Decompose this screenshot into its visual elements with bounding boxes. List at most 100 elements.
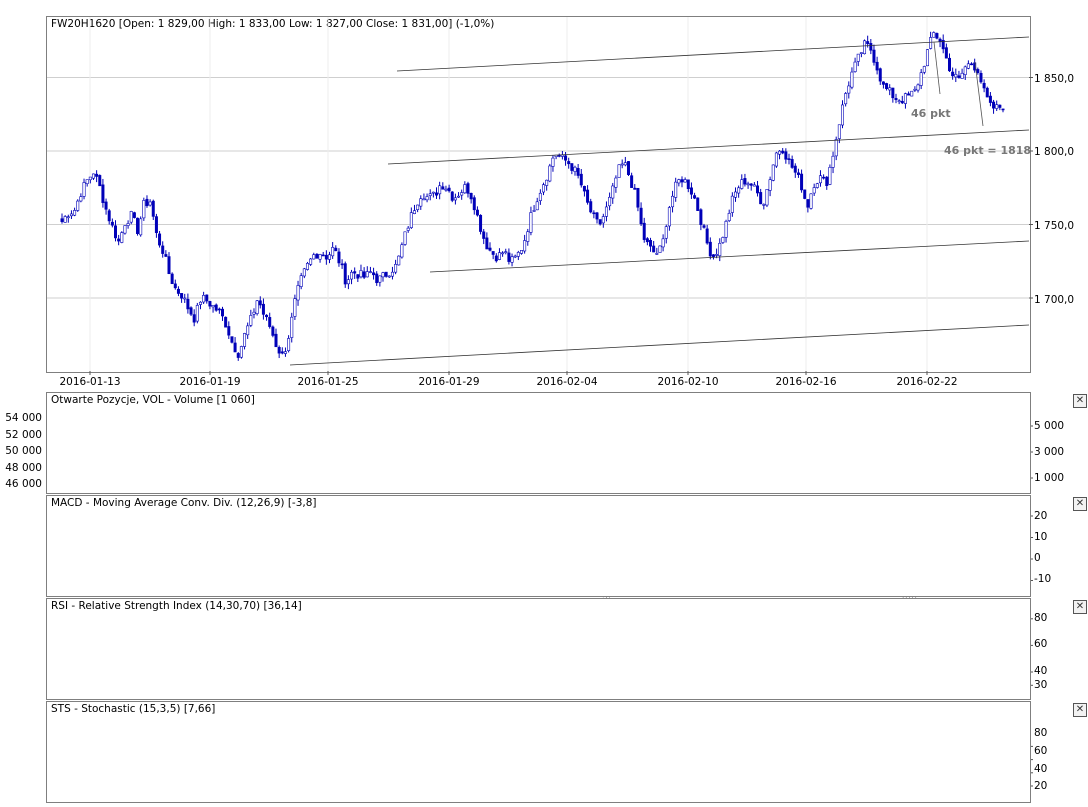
candle-body (526, 231, 530, 242)
candle-body (91, 173, 95, 179)
volume-panel[interactable]: Otwarte Pozycje, VOL - Volume [1 060] (46, 392, 1031, 494)
candle-body (900, 100, 904, 104)
candle-body (189, 307, 193, 315)
close-macd-panel-button[interactable]: ✕ (1073, 497, 1087, 511)
candle-body (976, 69, 980, 73)
candle-body (501, 252, 505, 255)
candle-body (463, 184, 467, 194)
candle-body (589, 201, 593, 213)
candle-body (954, 73, 958, 78)
candle-body (368, 271, 372, 273)
candle-body (453, 197, 457, 201)
candle-body (856, 53, 860, 62)
candle-body (878, 68, 882, 82)
candle-body (957, 75, 961, 78)
candle-body (110, 221, 114, 226)
candle-body (686, 179, 690, 190)
candle-body (759, 192, 763, 205)
candle-body (101, 184, 105, 203)
candle-body (611, 185, 615, 199)
candle-body (985, 87, 989, 98)
candle-body (173, 283, 177, 289)
candle-body (334, 247, 338, 252)
candle-body (925, 49, 929, 67)
candle-body (145, 198, 149, 207)
candle-body (834, 139, 838, 157)
candle-body (718, 243, 722, 257)
candle-body (302, 268, 306, 277)
candle-body (299, 275, 303, 287)
candle-body (142, 200, 146, 219)
rsi-panel[interactable]: RSI - Relative Strength Index (14,30,70)… (46, 598, 1031, 700)
candle-body (76, 200, 80, 211)
candle-body (353, 271, 357, 274)
candle-body (979, 72, 983, 83)
candle-body (752, 184, 756, 187)
candle-body (416, 204, 420, 210)
candle-body (390, 271, 394, 277)
candle-body (378, 275, 382, 283)
candle-body (929, 37, 933, 49)
candle-body (620, 163, 624, 166)
candle-body (897, 100, 901, 103)
candle-body (545, 179, 549, 186)
candle-body (312, 254, 316, 260)
candle-body (944, 47, 948, 59)
annotation-46pkt: 46 pkt (911, 107, 951, 120)
candle-body (551, 157, 555, 167)
candle-body (970, 63, 974, 66)
candle-body (708, 241, 712, 257)
candle-body (781, 150, 785, 154)
candle-body (504, 251, 508, 254)
candle-body (412, 210, 416, 214)
candle-body (161, 245, 165, 254)
candle-body (1001, 108, 1005, 111)
candle-body (995, 104, 999, 109)
stochastic-panel[interactable]: STS - Stochastic (15,3,5) [7,66] (46, 701, 1031, 803)
candle-body (888, 87, 892, 91)
candle-body (881, 81, 885, 85)
candle-body (671, 195, 675, 208)
candle-body (661, 238, 665, 248)
candle-body (475, 209, 479, 216)
candle-body (803, 189, 807, 199)
candle-body (951, 71, 955, 77)
candle-body (340, 263, 344, 266)
candle-body (510, 256, 514, 263)
candle-body (806, 199, 810, 208)
candle-body (343, 263, 347, 285)
candle-body (170, 273, 174, 285)
candle-body (859, 52, 863, 54)
candle-body (768, 179, 772, 191)
candle-body (730, 195, 734, 213)
candle-body (570, 163, 574, 171)
candle-body (211, 304, 215, 308)
candle-body (79, 196, 83, 202)
candle-body (271, 326, 275, 336)
date-tick-0125: 2016-01-25 (297, 376, 359, 388)
candle-body (743, 178, 747, 185)
candle-body (287, 338, 291, 351)
candle-body (460, 192, 464, 196)
macd-panel[interactable]: MACD - Moving Average Conv. Div. (12,26,… (46, 495, 1031, 597)
candle-body (192, 314, 196, 323)
date-tick-0129: 2016-01-29 (418, 376, 480, 388)
candle-body (667, 207, 671, 227)
candle-body (702, 225, 706, 228)
candle-body (224, 316, 228, 328)
candle-body (639, 207, 643, 225)
candle-body (756, 185, 760, 194)
candle-body (853, 61, 857, 72)
candle-body (645, 238, 649, 243)
candle-body (655, 253, 659, 255)
close-stochastic-panel-button[interactable]: ✕ (1073, 703, 1087, 717)
close-rsi-panel-button[interactable]: ✕ (1073, 600, 1087, 614)
trend-channel-line (429, 240, 1030, 273)
candle-body (488, 247, 492, 251)
candle-body (221, 308, 225, 317)
candle-body (938, 38, 942, 42)
close-volume-panel-button[interactable]: ✕ (1073, 394, 1087, 408)
candle-body (784, 151, 788, 160)
candle-body (626, 161, 630, 175)
candle-body (375, 273, 379, 284)
